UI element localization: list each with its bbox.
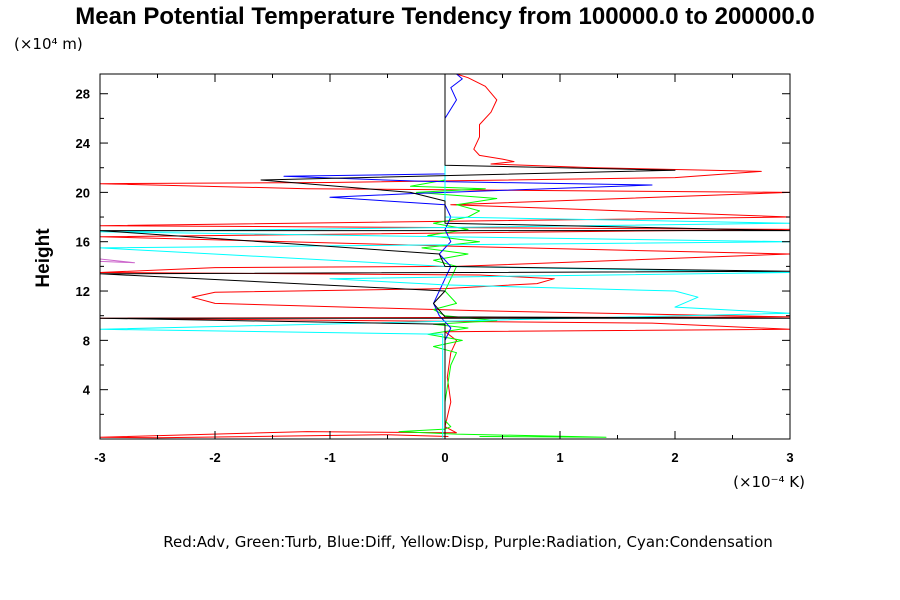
y-tick-label: 28 xyxy=(76,87,90,102)
y-tick-label: 20 xyxy=(76,185,90,200)
y-tick-label: 8 xyxy=(83,333,90,348)
series-layer xyxy=(99,73,791,439)
y-axis-label: Height xyxy=(33,228,54,288)
y-tick-label: 24 xyxy=(76,136,91,151)
x-tick-label: 2 xyxy=(671,450,678,465)
chart-title: Mean Potential Temperature Tendency from… xyxy=(75,3,814,30)
series-diff-line xyxy=(283,73,653,437)
x-tick-label: -1 xyxy=(324,450,336,465)
y-axis-unit: (×10⁴ m) xyxy=(14,35,83,53)
series-turb-line xyxy=(398,74,607,438)
x-tick-label: 0 xyxy=(441,450,448,465)
x-tick-label: -3 xyxy=(94,450,106,465)
x-tick-label: 3 xyxy=(786,450,793,465)
legend-text: Red:Adv, Green:Turb, Blue:Diff, Yellow:D… xyxy=(163,533,773,551)
x-axis-unit: (×10⁻⁴ K) xyxy=(733,473,805,491)
x-tick-label: 1 xyxy=(556,450,563,465)
y-tick-label: 16 xyxy=(76,235,90,250)
y-tick-label: 12 xyxy=(76,284,90,299)
series-total-line xyxy=(99,74,791,437)
series-radiation-line xyxy=(99,258,135,264)
x-tick-label: -2 xyxy=(209,450,221,465)
y-tick-label: 4 xyxy=(83,383,91,398)
